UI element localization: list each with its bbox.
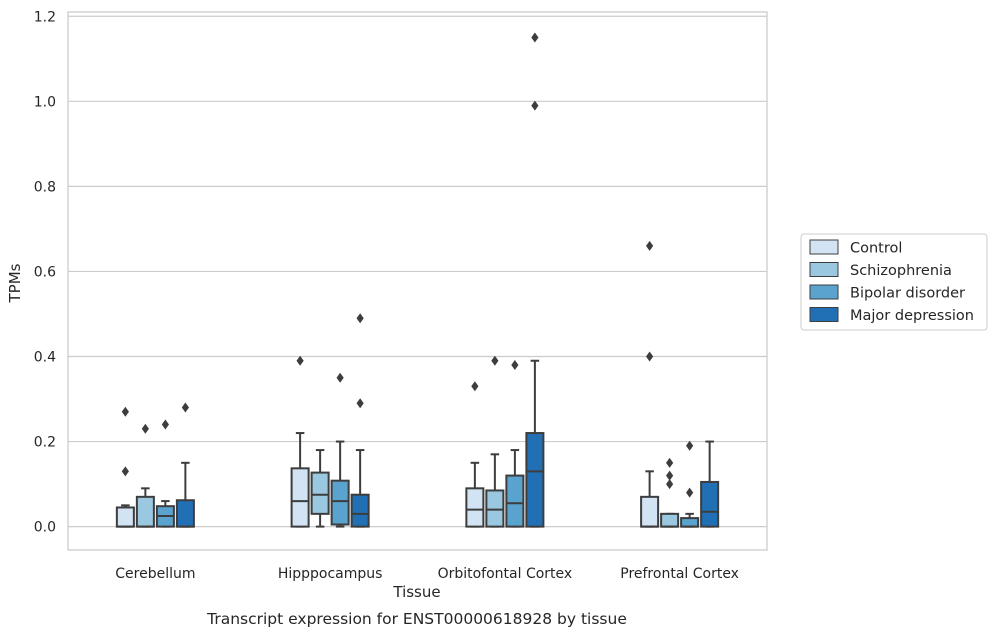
box-plot — [115, 406, 135, 528]
box-iqr — [640, 495, 660, 528]
legend-entry-label: Schizophrenia — [850, 263, 952, 279]
box-iqr — [485, 489, 505, 528]
y-axis-label: TPMs — [6, 263, 24, 303]
box-iqr — [310, 471, 330, 515]
outlier-point — [686, 487, 694, 498]
box-plot — [505, 359, 525, 528]
outlier-point — [666, 479, 674, 490]
legend-swatch — [809, 307, 839, 322]
outlier-point — [491, 355, 499, 366]
x-axis-label: Tissue — [392, 583, 440, 601]
y-tick-label: 0.2 — [34, 435, 56, 451]
box-iqr — [115, 506, 135, 528]
box-iqr — [525, 432, 545, 528]
y-tick-label: 0.4 — [34, 349, 56, 365]
box-plot — [135, 423, 155, 528]
legend-entry-label: Bipolar disorder — [850, 286, 965, 302]
legend: Control Schizophrenia Bipolar disorder Majo… — [800, 233, 988, 331]
outlier-point — [531, 32, 539, 43]
outlier-point — [511, 359, 519, 370]
x-tick-label: Cerebellum — [115, 566, 195, 582]
box-plot — [485, 355, 505, 528]
box-plot — [290, 355, 310, 528]
outlier-point — [686, 440, 694, 451]
box-iqr — [505, 474, 525, 528]
outlier-point — [356, 398, 364, 409]
box-plot — [465, 381, 485, 528]
y-tick-label: 1.2 — [34, 9, 56, 25]
outlier-point — [666, 457, 674, 468]
x-tick-label: Prefrontal Cortex — [620, 566, 739, 582]
box-plot — [700, 440, 720, 528]
boxes — [115, 32, 720, 528]
outlier-point — [121, 406, 129, 417]
box-plot — [310, 449, 330, 528]
box-iqr — [330, 479, 350, 526]
y-tick-label: 0.8 — [34, 179, 56, 195]
legend-items: Control Schizophrenia Bipolar disorder Majo… — [809, 239, 974, 324]
chart-caption: Transcript expression for ENST0000061892… — [206, 610, 627, 628]
legend-entry-label: Control — [850, 241, 902, 257]
outlier-point — [121, 466, 129, 477]
legend-swatch — [809, 262, 839, 277]
legend-entry-label: Major depression — [850, 308, 974, 324]
outlier-point — [646, 240, 654, 251]
outlier-point — [666, 470, 674, 481]
x-tick-labels: Cerebellum Hipppocampus Orbitofontal Corte… — [115, 566, 739, 582]
plot-frame — [67, 11, 768, 551]
outlier-point — [646, 351, 654, 362]
box-plot — [155, 419, 175, 528]
outlier-point — [471, 381, 479, 392]
box-plot — [660, 457, 680, 528]
outlier-point — [336, 372, 344, 383]
y-tick-labels: 0.0 0.2 0.4 0.6 0.8 1.0 1.2 — [34, 9, 56, 535]
y-tick-label: 0.0 — [34, 520, 56, 536]
legend-swatch — [809, 239, 839, 255]
x-tick-label: Orbitofontal Cortex — [438, 566, 573, 582]
box-plot — [175, 402, 195, 528]
outlier-point — [141, 423, 149, 434]
legend-frame — [800, 233, 988, 331]
outlier-point — [181, 402, 189, 413]
outlier-point — [531, 100, 539, 111]
outlier-point — [356, 313, 364, 324]
box-plot — [350, 313, 370, 528]
box-plot — [330, 372, 350, 528]
y-tick-label: 0.6 — [34, 264, 56, 280]
box-iqr — [700, 480, 720, 528]
box-iqr — [465, 487, 485, 528]
box-iqr — [680, 517, 700, 528]
legend-swatch — [809, 284, 839, 300]
box-iqr — [290, 467, 310, 528]
box-plot — [640, 240, 660, 528]
x-tick-label: Hipppocampus — [278, 566, 383, 582]
box-plot — [525, 32, 545, 528]
box-iqr — [175, 499, 195, 528]
box-iqr — [350, 493, 370, 528]
y-tick-label: 1.0 — [34, 94, 56, 110]
outlier-point — [296, 355, 304, 366]
box-plot — [680, 440, 700, 528]
outlier-point — [161, 419, 169, 430]
box-iqr — [135, 495, 155, 528]
gridlines — [68, 15, 767, 528]
box-iqr — [660, 512, 680, 528]
